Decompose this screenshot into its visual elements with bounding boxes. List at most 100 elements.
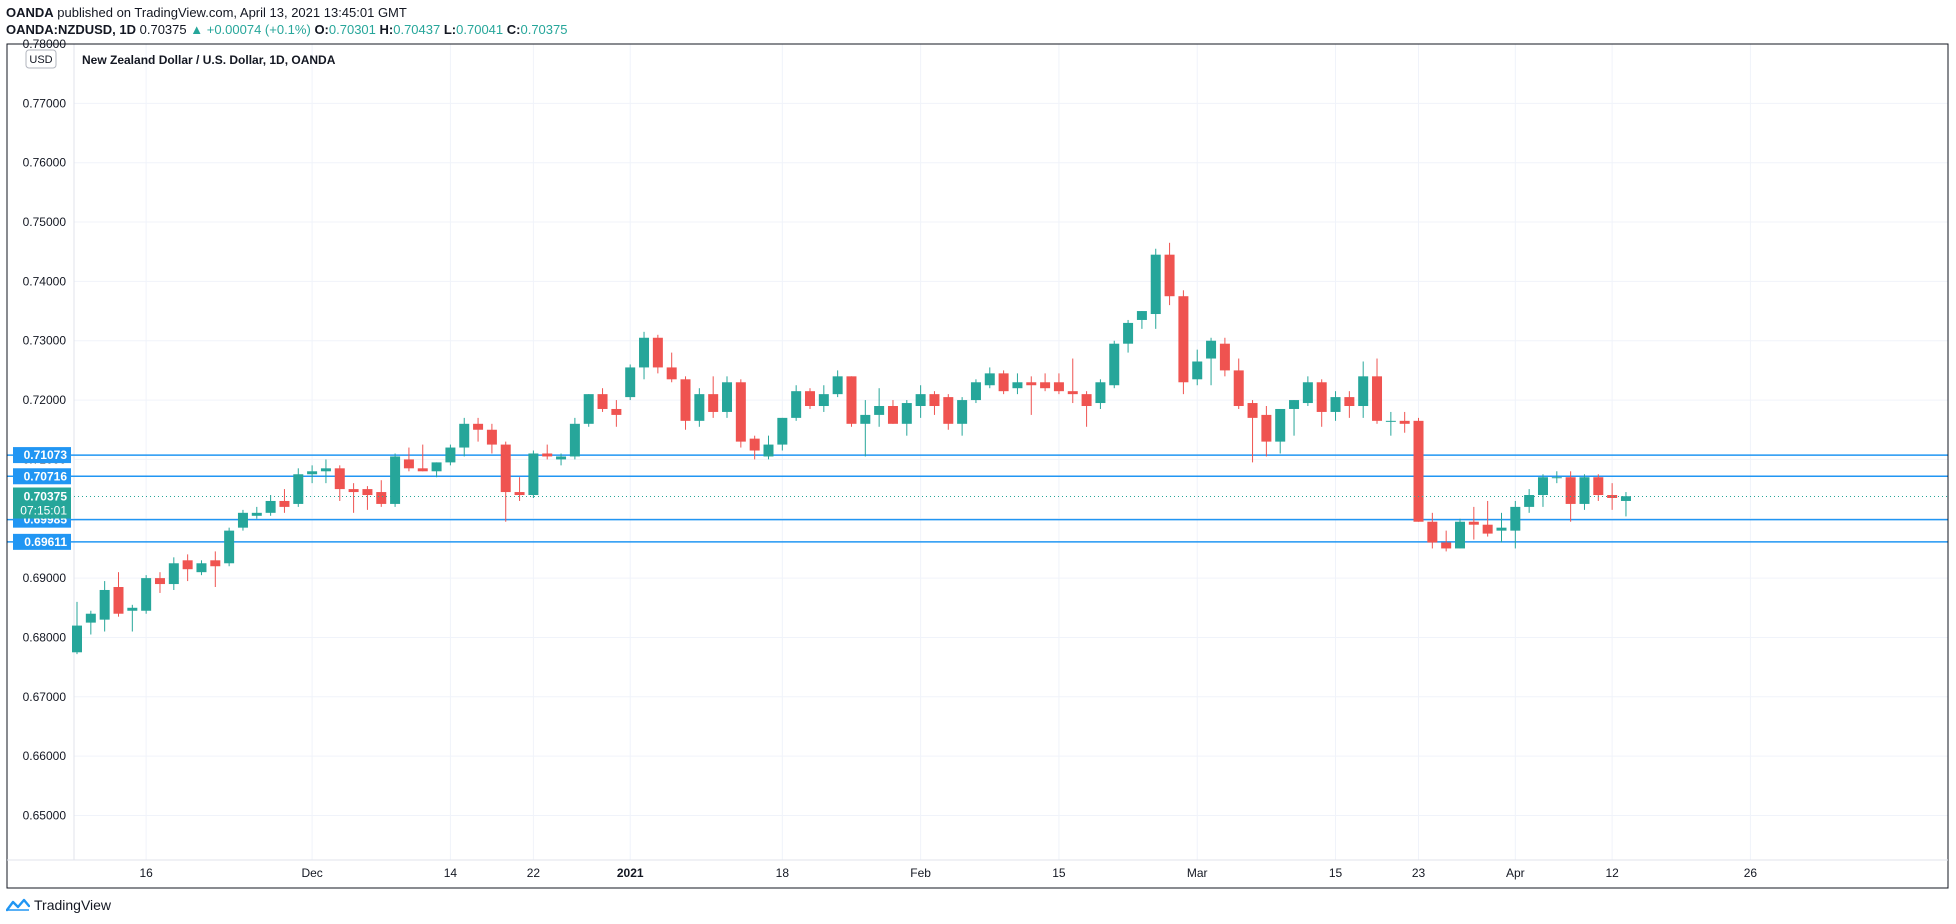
candle [625,364,636,401]
candle-body [1026,382,1037,386]
candle-body [860,414,871,424]
candle-body [500,444,511,493]
candle [957,397,968,436]
change-value: ▲ +0.00074 (+0.1%) [190,22,311,37]
candle [1482,500,1493,537]
candle-body [113,587,124,614]
candle-body [542,453,553,457]
candle [735,379,746,448]
candle [390,453,401,507]
candle-body [307,471,318,475]
candle-body [334,468,345,490]
candle-body [431,462,442,472]
chart-title: New Zealand Dollar / U.S. Dollar, 1D, OA… [82,53,336,67]
candle-body [694,394,705,421]
candle [1344,391,1355,418]
candle [569,417,580,460]
candle-body [251,512,262,516]
candle-body [1330,397,1341,412]
grid-lines [73,43,1948,860]
candle-body [874,406,885,415]
candle-body [929,394,940,407]
candle-body [1302,382,1313,404]
candle [1233,358,1244,409]
candle-body [1219,343,1230,371]
horizontal-levels[interactable] [7,454,1948,543]
candle-body [362,489,373,496]
candle [763,435,774,460]
candle-body [749,438,760,451]
candle-body [1524,495,1535,507]
candle [445,444,456,466]
candle-body [1289,400,1300,409]
candle-body [390,456,401,504]
candle-body [1372,376,1383,421]
candle-body [1496,527,1507,531]
candle [722,376,733,418]
candle-body [639,337,650,368]
candle [887,400,898,424]
price-axis[interactable]: 0.78000 0.77000 0.76000 0.75000 0.74000 0.730… [23,37,67,822]
candle-body [1593,477,1604,496]
level-price-label: 0.69611 [24,535,67,549]
candle-body [1316,382,1327,412]
candle-body [1607,495,1618,498]
x-tick-label: 2021 [617,866,644,880]
candle-body [1427,521,1438,543]
x-tick-label: 23 [1412,866,1426,880]
candle [583,394,594,427]
x-tick-label: Dec [301,866,322,880]
candle-body [1247,403,1258,418]
candle [265,495,276,516]
low-label: L: [443,22,457,37]
candle-body [99,589,110,620]
candle [1040,373,1051,392]
time-axis[interactable]: 16 Dec 14 22 2021 18 Feb 15 Mar 15 23 Apr 12 26 [139,866,1757,880]
candle-body [293,474,304,504]
candle-body [1150,254,1161,315]
x-tick-label: 26 [1744,866,1758,880]
candle-body [1565,477,1576,504]
candle [1316,379,1327,427]
candle [874,388,885,427]
symbol-label: OANDA:NZDUSD, 1D [6,22,136,37]
candle-body [1109,343,1120,386]
candle [652,334,663,374]
y-tick-label: 0.65000 [23,808,67,822]
y-tick-label: 0.67000 [23,690,67,704]
candle [1607,483,1618,510]
pane-header: USD New Zealand Dollar / U.S. Dollar, 1D… [25,49,336,69]
candle-body [279,500,290,507]
candle-body [348,489,359,493]
candle-body [887,406,898,424]
price-tags: 0.710730.707160.699850.696110.7037507:15… [13,447,71,550]
candle-body [1441,542,1452,549]
candle-body [597,394,608,409]
tradingview-brand[interactable]: TradingView [6,897,111,913]
candle-body [1620,496,1631,501]
y-tick-label: 0.69000 [23,571,67,585]
candle [251,506,262,519]
y-tick-label: 0.78000 [23,37,67,51]
candle-body [957,400,968,424]
candle-body [72,625,82,653]
candle-body [265,500,276,513]
x-tick-label: 18 [776,866,790,880]
candle-body [1164,254,1175,297]
candle [1109,340,1120,389]
candle [376,480,387,507]
candle [431,462,442,478]
candle-body [1095,382,1106,404]
candle [901,400,912,436]
close-value: 0.70375 [520,22,568,37]
candle [1192,349,1203,386]
candle-body [1468,521,1479,525]
candle [403,447,414,472]
candle [237,509,248,531]
x-tick-label: Feb [910,866,931,880]
candle-body [1178,296,1189,383]
candle [417,444,428,472]
candle [1164,242,1175,306]
candle-body [708,394,719,412]
